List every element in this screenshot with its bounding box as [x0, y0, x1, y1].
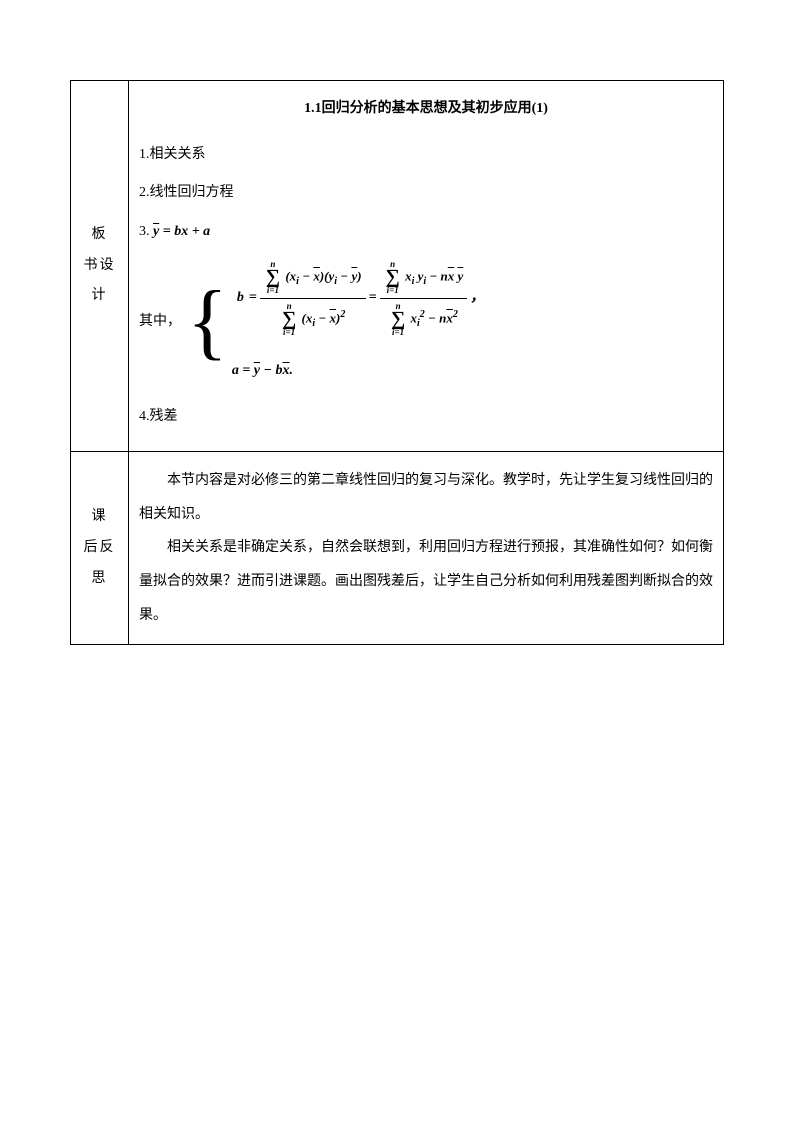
- coefficient-formula: 其中， { b = n ∑ i=1: [139, 258, 713, 387]
- frac1-den: n ∑ i=1 (xi − x)2: [276, 300, 349, 339]
- frac2-den: n ∑ i=1 xi2 − nx2: [385, 300, 462, 339]
- sigma-2: n ∑ i=1: [282, 302, 296, 337]
- equals-1: =: [249, 282, 257, 314]
- item-4: 4.残差: [139, 401, 713, 433]
- fraction-1: n ∑ i=1 (xi − x)(yi − y) n ∑: [260, 258, 366, 339]
- comma: ，: [470, 282, 484, 314]
- item-3: 3. y = bx + a: [139, 216, 713, 248]
- regression-equation: y = bx + a: [153, 224, 210, 239]
- left-brace: {: [187, 290, 228, 354]
- sigma-1: n ∑ i=1: [266, 260, 280, 295]
- frac2-num: n ∑ i=1 xi yi − nx y: [380, 258, 468, 297]
- reflection-para-2: 相关关系是非确定关系，自然会联想到，利用回归方程进行预报，其准确性如何？如何衡量…: [139, 531, 713, 632]
- item-1: 1.相关关系: [139, 139, 713, 171]
- brace-content: b = n ∑ i=1 (xi − x)(yi − y): [232, 258, 484, 387]
- item-2: 2.线性回归方程: [139, 177, 713, 209]
- item-3-prefix: 3.: [139, 224, 153, 239]
- fraction-2: n ∑ i=1 xi yi − nx y n ∑: [380, 258, 468, 339]
- board-design-row: 板 书设计 1.1回归分析的基本思想及其初步应用(1) 1.相关关系 2.线性回…: [71, 81, 724, 452]
- reflection-para-1: 本节内容是对必修三的第二章线性回归的复习与深化。教学时，先让学生复习线性回归的相…: [139, 464, 713, 531]
- sigma-3: n ∑ i=1: [386, 260, 400, 295]
- formula-prefix: 其中，: [139, 306, 181, 338]
- reflection-content: 本节内容是对必修三的第二章线性回归的复习与深化。教学时，先让学生复习线性回归的相…: [129, 452, 724, 645]
- reflection-row: 课 后反思 本节内容是对必修三的第二章线性回归的复习与深化。教学时，先让学生复习…: [71, 452, 724, 645]
- b-formula: b = n ∑ i=1 (xi − x)(yi − y): [232, 258, 484, 339]
- sigma-4: n ∑ i=1: [391, 302, 405, 337]
- equals-2: =: [369, 282, 377, 314]
- lesson-plan-table: 板 书设计 1.1回归分析的基本思想及其初步应用(1) 1.相关关系 2.线性回…: [70, 80, 724, 645]
- board-design-label: 板 书设计: [71, 81, 129, 452]
- reflection-label: 课 后反思: [71, 452, 129, 645]
- a-formula: a = y − bx.: [232, 355, 484, 387]
- frac1-num: n ∑ i=1 (xi − x)(yi − y): [260, 258, 366, 297]
- section-title: 1.1回归分析的基本思想及其初步应用(1): [139, 93, 713, 125]
- board-design-content: 1.1回归分析的基本思想及其初步应用(1) 1.相关关系 2.线性回归方程 3.…: [129, 81, 724, 452]
- b-var: b: [237, 282, 244, 314]
